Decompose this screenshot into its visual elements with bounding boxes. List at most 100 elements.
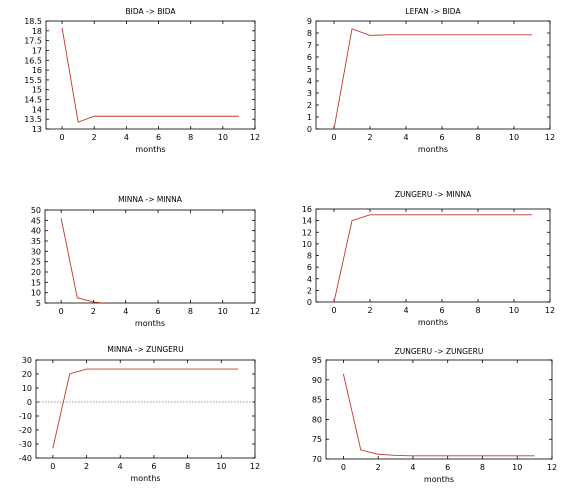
series-line: [342, 373, 535, 457]
y-tick-label: 13: [32, 125, 42, 134]
x-tick-label: 10: [218, 307, 228, 316]
y-tick-label: 2: [307, 286, 312, 295]
x-tick-label: 10: [218, 133, 228, 142]
series-line: [333, 214, 532, 302]
chart-title: MINNA -> ZUNGERU: [107, 345, 183, 354]
y-tick-label: 13.5: [24, 115, 42, 124]
x-axis-label: months: [424, 475, 454, 484]
y-tick-label: 15: [31, 278, 41, 287]
y-tick-label: 50: [31, 206, 41, 215]
y-tick-label: 17: [32, 46, 42, 55]
chart-panel-4: 0 2 4 6 8 10 12 14 16 0 2 4 6 8 10 12 ZUNGERU -> MINNA mo…: [302, 190, 555, 327]
y-tick-label: 45: [31, 216, 41, 225]
y-tick-label: 25: [31, 258, 41, 267]
x-tick-label: 12: [250, 462, 260, 471]
x-tick-label: 4: [123, 307, 128, 316]
x-tick-label: 0: [50, 462, 55, 471]
chart-panel-6: 70 75 80 85 90 95 0 2 4 6 8 10 12 ZUNGERU -> ZUNGERU m…: [312, 347, 557, 484]
x-tick-label: 6: [151, 462, 156, 471]
chart-title: ZUNGERU -> MINNA: [395, 190, 472, 199]
y-tick-label: 85: [312, 396, 322, 405]
x-tick-label: 8: [480, 463, 485, 472]
y-tick-label: 7: [307, 41, 312, 50]
x-tick-label: 0: [59, 307, 64, 316]
plot-frame: [45, 20, 256, 130]
plot-frame: [44, 209, 256, 304]
x-tick-label: 6: [445, 463, 450, 472]
x-tick-label: 10: [509, 306, 519, 315]
y-tick-label: 20: [22, 370, 32, 379]
y-tick-label: 17.5: [24, 37, 42, 46]
plot-frame: [35, 359, 256, 459]
y-tick-label: -40: [19, 454, 32, 463]
chart-title: ZUNGERU -> ZUNGERU: [395, 347, 484, 356]
x-tick-label: 0: [60, 133, 65, 142]
x-tick-label: 12: [250, 133, 260, 142]
y-tick-label: 14: [32, 105, 42, 114]
y-tick-label: 3: [307, 89, 312, 98]
series-line: [52, 368, 239, 449]
y-tick-label: 14: [302, 217, 312, 226]
plot-frame: [325, 359, 553, 460]
y-tick-label: 10: [302, 240, 312, 249]
y-tick-label: 90: [312, 376, 322, 385]
x-tick-label: 8: [188, 133, 193, 142]
y-tick-label: 9: [307, 17, 312, 26]
y-tick-label: 18: [32, 27, 42, 36]
y-tick-label: 35: [31, 237, 41, 246]
x-tick-label: 10: [216, 462, 226, 471]
x-tick-label: 2: [92, 133, 97, 142]
y-tick-label: 20: [31, 268, 41, 277]
y-tick-label: 10: [31, 289, 41, 298]
y-tick-label: 16: [302, 205, 312, 214]
y-tick-label: 75: [312, 435, 322, 444]
x-tick-label: 6: [156, 133, 161, 142]
y-tick-label: 15: [32, 86, 42, 95]
x-tick-label: 0: [331, 133, 336, 142]
y-tick-label: 0: [307, 125, 312, 134]
y-tick-label: 40: [31, 227, 41, 236]
x-tick-label: 2: [91, 307, 96, 316]
plot-frame: [315, 20, 551, 130]
y-tick-label: 4: [307, 275, 312, 284]
x-axis-label: months: [135, 145, 165, 154]
x-axis-label: months: [418, 318, 448, 327]
y-tick-label: 16: [32, 66, 42, 75]
y-tick-label: 8: [307, 252, 312, 261]
y-tick-label: 18.5: [24, 17, 42, 26]
x-axis-label: months: [418, 145, 448, 154]
x-axis-label: months: [135, 319, 165, 328]
y-tick-label: 6: [307, 53, 312, 62]
x-tick-label: 12: [250, 307, 260, 316]
y-tick-label: 0: [27, 398, 32, 407]
x-tick-label: 4: [410, 463, 415, 472]
x-tick-label: 2: [367, 306, 372, 315]
y-tick-label: 5: [307, 65, 312, 74]
series-line: [61, 27, 239, 123]
y-tick-label: 30: [22, 356, 32, 365]
x-tick-label: 8: [475, 133, 480, 142]
y-tick-label: 6: [307, 263, 312, 272]
y-tick-label: 10: [22, 384, 32, 393]
x-tick-label: 2: [84, 462, 89, 471]
x-tick-label: 0: [341, 463, 346, 472]
y-tick-label: 4: [307, 77, 312, 86]
chart-title: BIDA -> BIDA: [125, 7, 176, 16]
y-tick-label: 95: [312, 356, 322, 365]
x-tick-label: 8: [475, 306, 480, 315]
chart-title: MINNA -> MINNA: [118, 195, 183, 204]
y-tick-label: 15.5: [24, 76, 42, 85]
series-line: [60, 218, 107, 303]
x-tick-label: 6: [156, 307, 161, 316]
x-tick-label: 8: [188, 307, 193, 316]
x-tick-label: 4: [403, 133, 408, 142]
y-tick-label: 70: [312, 455, 322, 464]
y-tick-label: 5: [36, 299, 41, 308]
y-tick-label: 30: [31, 247, 41, 256]
chart-panel-5: -40 -30 -20 -10 0 10 20 30 0 2 4 6 8 10 12 MINNA -> ZUN…: [19, 345, 260, 483]
x-tick-label: 10: [509, 133, 519, 142]
series-line: [333, 28, 532, 129]
